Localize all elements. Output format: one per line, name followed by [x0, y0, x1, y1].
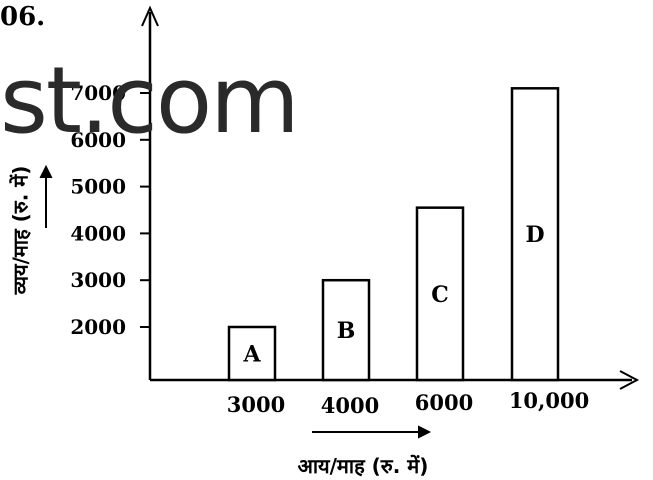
bar-label: D [525, 222, 544, 248]
bar-label: B [337, 318, 356, 344]
y-tick-label: 5000 [70, 175, 126, 199]
bar-label: C [431, 282, 449, 308]
y-axis-arrow-icon [141, 5, 159, 27]
bar-label: A [242, 342, 261, 368]
x-tick-label: 10,000 [509, 388, 589, 413]
x-tick-label: 3000 [227, 392, 285, 417]
watermark: st.com [0, 47, 300, 154]
question-number: 06. [0, 2, 46, 32]
bar-d [510, 87, 560, 382]
bar-a [227, 325, 277, 382]
bar-b [321, 278, 371, 382]
y-tick-label: 3000 [70, 268, 126, 292]
x-direction-arrow-icon [417, 425, 432, 439]
bar-c [415, 206, 465, 382]
x-axis-label: आय/माह (रु. में) [297, 454, 429, 478]
y-axis-label: व्यय/माह (रु. में) [8, 165, 33, 295]
y-tick-label: 2000 [70, 315, 126, 339]
y-direction-arrow-icon [39, 164, 53, 179]
y-tick-label: 4000 [70, 221, 126, 245]
y-tick-label: 7000 [70, 81, 126, 105]
x-tick-label: 4000 [321, 393, 379, 418]
y-tick-label: 6000 [70, 128, 126, 152]
x-axis-arrow-icon [619, 370, 640, 390]
x-tick-label: 6000 [415, 390, 473, 415]
